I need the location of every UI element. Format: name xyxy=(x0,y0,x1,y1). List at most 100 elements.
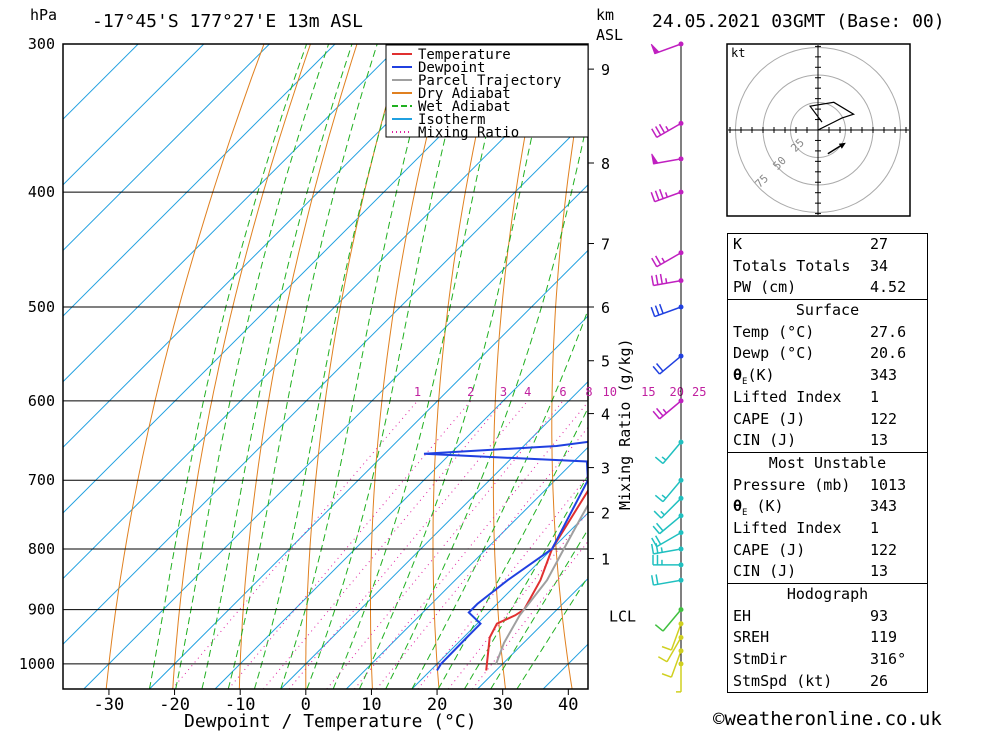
wind-barb xyxy=(652,554,684,568)
wind-barb-dot xyxy=(678,41,684,47)
legend-entry: Parcel Trajectory xyxy=(418,73,561,89)
datetime-title: 24.05.2021 03GMT (Base: 00) xyxy=(652,11,945,32)
wind-barb-feather xyxy=(651,257,658,268)
temperature-line xyxy=(485,488,588,671)
legend-entry: Dewpoint xyxy=(418,60,485,76)
location-title: -17°45'S 177°27'E 13m ASL xyxy=(92,11,363,32)
pressure-lines xyxy=(63,43,588,665)
theta-symbol: θ xyxy=(733,366,743,385)
wind-barb-dot xyxy=(678,621,684,627)
stmspd-value: 26 xyxy=(870,671,889,690)
wind-barb-feather xyxy=(651,128,658,138)
mu-cin-value: 13 xyxy=(870,562,889,581)
wet-adiabat-line xyxy=(516,575,588,689)
wind-barb-staff xyxy=(656,531,682,548)
pw-label: PW (cm) xyxy=(733,278,797,297)
wind-barb-feather xyxy=(651,537,658,548)
mu-theta-symbol: θ xyxy=(733,497,743,516)
wind-barb xyxy=(661,621,684,651)
legend-entry: Dry Adiabat xyxy=(418,86,511,102)
mixing-ratio-labels: 1 2 3 4 6 8 10 15 20 25 xyxy=(414,385,707,399)
wind-barb-staff xyxy=(656,252,682,268)
wind-barb-pennant xyxy=(651,153,659,165)
wind-barb xyxy=(651,120,684,139)
surface-section: Surface Temp (°C) 27.6 Dewp (°C) 20.6 θE(K… xyxy=(728,299,927,452)
wind-barb-feather xyxy=(654,126,662,136)
wind-barb-pennant xyxy=(650,43,660,55)
tt-label: Totals Totals xyxy=(733,256,851,275)
wind-barb-dot xyxy=(678,648,684,654)
row-surface-thetae: θE(K) 343 xyxy=(728,365,927,387)
profile-series xyxy=(423,440,588,672)
wind-barb xyxy=(652,353,684,375)
x-tick-label: 20 xyxy=(427,695,447,715)
wind-barb-feather xyxy=(650,575,655,586)
km-tick-label: 7 xyxy=(601,236,610,254)
sreh-value: 119 xyxy=(870,628,898,647)
stmspd-label: StmSpd (kt) xyxy=(733,671,833,690)
mu-theta-sub: E xyxy=(742,508,748,519)
row-stmspd: StmSpd (kt) 26 xyxy=(728,671,927,693)
height-axis: 9 8 7 6 5 4 3 2 1 LCL xyxy=(588,61,636,625)
surface-thetae-label: θE(K) xyxy=(733,365,775,387)
row-k: K 27 xyxy=(728,234,927,256)
dry-adiabat-line xyxy=(962,44,1000,689)
copyright-link[interactable]: ©weatheronline.co.uk xyxy=(713,708,942,730)
pressure-tick-label: 600 xyxy=(28,392,55,410)
isotherm-line xyxy=(63,44,533,514)
surface-cin-value: 13 xyxy=(870,431,889,450)
surface-title: Surface xyxy=(795,301,860,320)
isotherm-line xyxy=(63,44,139,120)
isotherm-line xyxy=(345,446,588,689)
wet-adiabat-line xyxy=(253,44,406,689)
row-tt: Totals Totals 34 xyxy=(728,256,927,278)
hodograph-unit: kt xyxy=(731,46,745,60)
legend-entry: Mixing Ratio xyxy=(418,125,519,141)
row-surface-cape: CAPE (J) 122 xyxy=(728,409,927,431)
pw-value: 4.52 xyxy=(870,278,907,297)
wind-barb-dot xyxy=(678,278,684,284)
dry-adiabat-line xyxy=(551,49,588,689)
pressure-tick-label: 400 xyxy=(28,183,55,201)
wind-barb xyxy=(650,303,684,318)
isotherm-line xyxy=(83,184,588,689)
hodograph-stats-section: Hodograph EH 93 SREH 119 StmDir 316° StmSpd… xyxy=(728,583,927,692)
mixing-ratio-label: 20 xyxy=(669,385,683,399)
isotherm-line xyxy=(63,44,270,252)
legend-entry: Temperature xyxy=(418,47,511,63)
wind-barb-feather xyxy=(655,407,664,417)
wind-barb-half-feather xyxy=(660,547,663,553)
legend-entry: Isotherm xyxy=(418,112,485,128)
wind-barb-staff xyxy=(662,441,682,465)
dry-adiabat-line xyxy=(238,44,358,689)
mu-pressure-label: Pressure (mb) xyxy=(733,475,851,494)
wind-barb-feather xyxy=(652,525,661,535)
isotherm-line xyxy=(63,44,205,186)
wind-barb-dot xyxy=(678,546,684,552)
row-surface-li: Lifted Index 1 xyxy=(728,387,927,409)
indices-table: K 27 Totals Totals 34 PW (cm) 4.52 Surface … xyxy=(727,233,928,694)
wind-barb xyxy=(651,250,684,268)
lcl-label: LCL xyxy=(609,607,636,625)
isotherm-line xyxy=(63,44,336,317)
surface-cape-label: CAPE (J) xyxy=(733,409,806,428)
mu-theta-tail: (K) xyxy=(747,497,784,516)
isotherm-line xyxy=(280,380,588,689)
parcel-trajectory-line xyxy=(495,503,588,665)
wind-barb-feather xyxy=(661,645,672,651)
surface-li-value: 1 xyxy=(870,387,880,406)
wind-barb-half-feather xyxy=(662,408,667,414)
mixing-ratio-label: 6 xyxy=(559,385,566,399)
wind-barb-feather xyxy=(655,363,664,372)
isotherm-line xyxy=(63,118,588,645)
wind-barb-dot xyxy=(678,250,684,256)
wind-barb-feather xyxy=(653,510,662,519)
isotherm-line xyxy=(214,315,588,689)
pressure-tick-label: 300 xyxy=(28,35,55,53)
eh-label: EH xyxy=(733,606,752,625)
x-tick-label: 10 xyxy=(361,695,381,715)
row-surface-temp: Temp (°C) 27.6 xyxy=(728,322,927,344)
wind-barb xyxy=(652,513,684,535)
pressure-tick-label: 800 xyxy=(28,540,55,558)
